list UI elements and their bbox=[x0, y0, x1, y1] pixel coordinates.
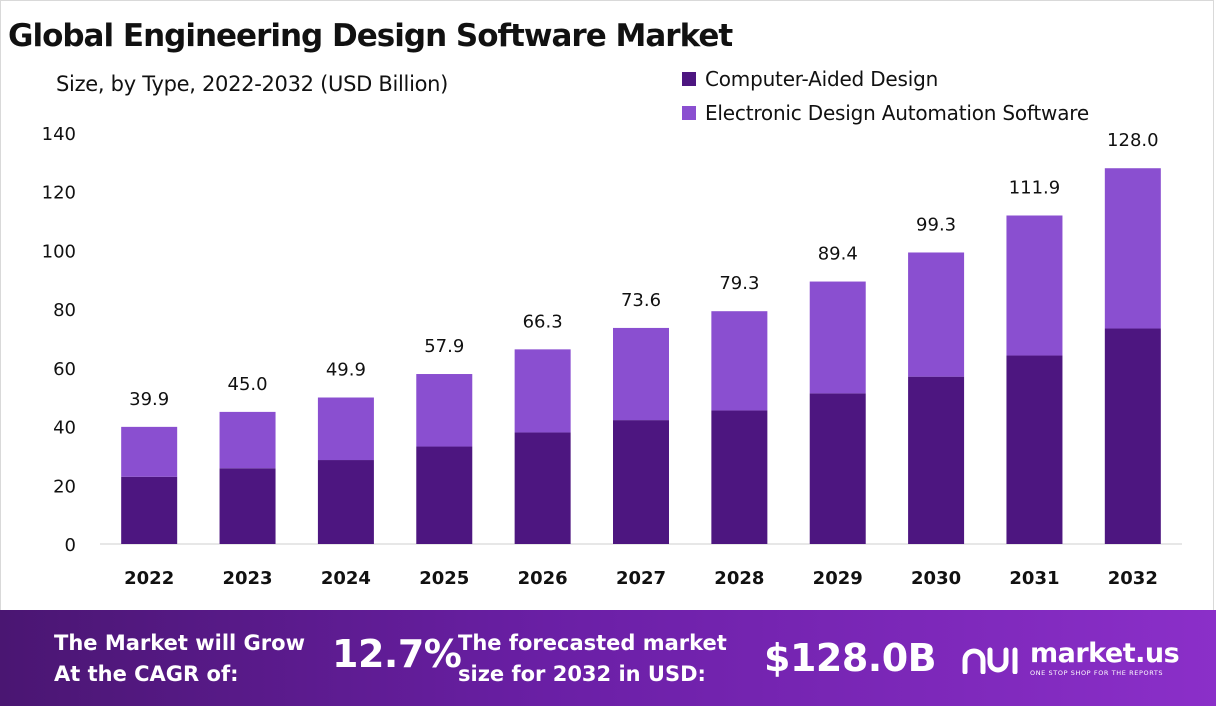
bar-segment-eda bbox=[809, 281, 866, 394]
bar-total-label: 39.9 bbox=[129, 389, 169, 410]
forecast-text-line-1: The forecasted market bbox=[458, 631, 727, 655]
bar-segment-eda bbox=[514, 349, 571, 433]
x-tick-label: 2032 bbox=[1108, 568, 1158, 589]
y-tick-label: 40 bbox=[53, 418, 76, 439]
stacked-bar-chart: 0 20 40 60 80 100 120 140 39.9 2022 45.0 2023 49.9 20… bbox=[42, 124, 1182, 589]
logo-tagline: ONE STOP SHOP FOR THE REPORTS bbox=[1030, 669, 1164, 677]
market-us-logo: market.us ONE STOP SHOP FOR THE REPORTS bbox=[962, 638, 1180, 678]
bar-segment-cad bbox=[908, 376, 965, 544]
x-tick-label: 2031 bbox=[1009, 568, 1059, 589]
bar-segment-cad bbox=[1104, 328, 1161, 544]
legend-label-eda: Electronic Design Automation Software bbox=[705, 101, 1089, 125]
bar-segment-cad bbox=[711, 410, 768, 544]
legend-label-cad: Computer-Aided Design bbox=[705, 67, 939, 91]
y-tick-label: 120 bbox=[42, 183, 76, 204]
y-tick-label: 140 bbox=[42, 124, 76, 145]
summary-banner: The Market will Grow At the CAGR of: 12.… bbox=[0, 610, 1216, 706]
bar-segment-cad bbox=[121, 476, 178, 544]
bar-total-label: 45.0 bbox=[228, 374, 268, 395]
cagr-value: 12.7% bbox=[332, 632, 462, 676]
y-tick-label: 60 bbox=[53, 359, 76, 380]
forecast-value: $128.0B bbox=[764, 636, 937, 680]
x-tick-label: 2027 bbox=[616, 568, 666, 589]
legend-swatch-eda bbox=[682, 106, 696, 120]
legend-item-eda: Electronic Design Automation Software bbox=[682, 96, 1089, 130]
y-tick-label: 0 bbox=[65, 535, 76, 556]
x-tick-label: 2030 bbox=[911, 568, 961, 589]
chart-subtitle: Size, by Type, 2022-2032 (USD Billion) bbox=[56, 72, 449, 96]
bar-total-label: 79.3 bbox=[719, 273, 759, 294]
bar-segment-eda bbox=[416, 374, 473, 447]
legend-swatch-cad bbox=[682, 72, 696, 86]
bar-segment-eda bbox=[908, 252, 965, 377]
bar-segment-cad bbox=[809, 393, 866, 544]
bar-total-label: 111.9 bbox=[1009, 177, 1061, 198]
bar-segment-eda bbox=[121, 426, 178, 477]
x-tick-label: 2028 bbox=[714, 568, 764, 589]
x-tick-label: 2029 bbox=[813, 568, 863, 589]
bar-total-label: 99.3 bbox=[916, 214, 956, 235]
bar-total-label: 66.3 bbox=[523, 311, 563, 332]
cagr-text-line-2: At the CAGR of: bbox=[54, 662, 239, 686]
bar-total-label: 89.4 bbox=[818, 244, 858, 265]
x-tick-label: 2026 bbox=[518, 568, 568, 589]
bar-segment-eda bbox=[1006, 215, 1063, 356]
bar-segment-eda bbox=[613, 327, 669, 421]
market-us-logo-icon bbox=[962, 647, 1018, 674]
legend: Computer-Aided Design Electronic Design … bbox=[682, 62, 1089, 130]
bar-total-label: 73.6 bbox=[621, 290, 661, 311]
bar-segment-cad bbox=[416, 446, 473, 544]
logo-text: market.us ONE STOP SHOP FOR THE REPORTS bbox=[1030, 638, 1180, 678]
bar-segment-cad bbox=[613, 420, 669, 544]
bar-total-label: 57.9 bbox=[424, 336, 464, 357]
x-tick-label: 2025 bbox=[419, 568, 469, 589]
y-tick-label: 100 bbox=[42, 241, 76, 262]
bar-segment-cad bbox=[1006, 355, 1063, 544]
bar-segment-eda bbox=[1104, 168, 1161, 329]
logo-name: market.us bbox=[1030, 638, 1180, 669]
y-tick-label: 80 bbox=[53, 300, 76, 321]
bar-segment-cad bbox=[219, 468, 276, 544]
y-tick-label: 20 bbox=[53, 476, 76, 497]
bar-total-label: 128.0 bbox=[1107, 130, 1159, 151]
bar-segment-cad bbox=[317, 460, 374, 544]
cagr-text-line-1: The Market will Grow bbox=[54, 631, 305, 655]
chart-title: Global Engineering Design Software Marke… bbox=[8, 18, 733, 54]
x-tick-label: 2024 bbox=[321, 568, 371, 589]
bar-segment-eda bbox=[711, 311, 768, 411]
bar-segment-cad bbox=[514, 432, 571, 544]
legend-item-cad: Computer-Aided Design bbox=[682, 62, 1089, 96]
x-tick-label: 2022 bbox=[124, 568, 174, 589]
bar-segment-eda bbox=[219, 411, 276, 469]
x-tick-label: 2023 bbox=[222, 568, 272, 589]
forecast-text-line-2: size for 2032 in USD: bbox=[458, 662, 706, 686]
bar-segment-eda bbox=[317, 397, 374, 461]
bar-total-label: 49.9 bbox=[326, 360, 366, 381]
